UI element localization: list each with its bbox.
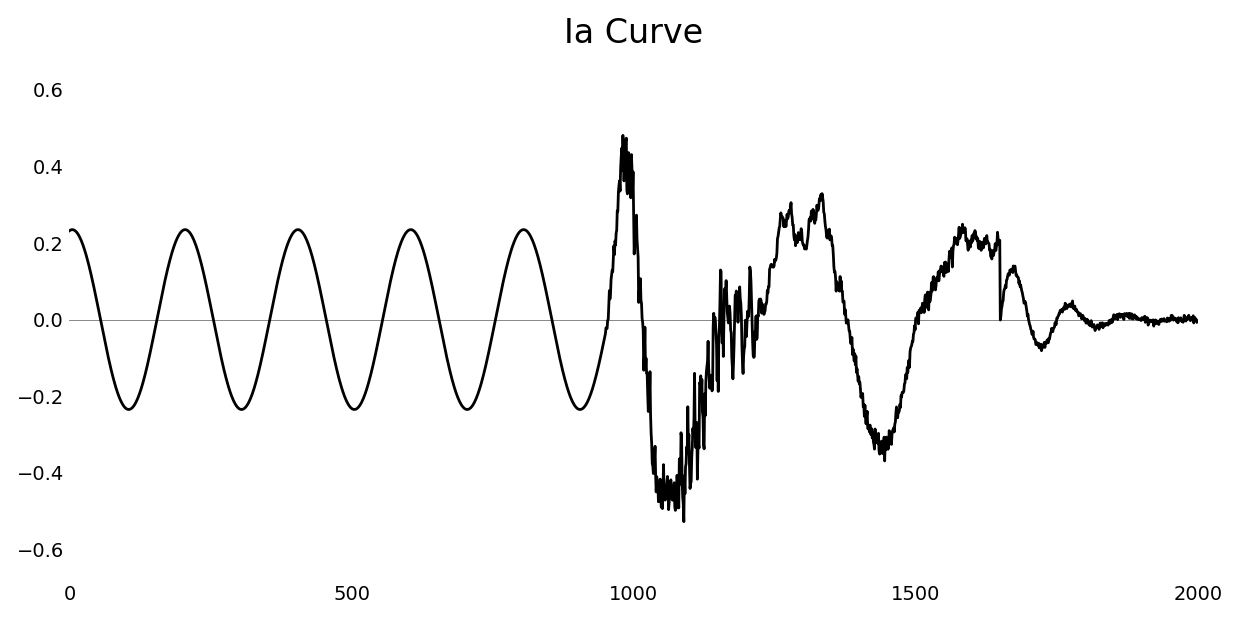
Title: Ia Curve: Ia Curve <box>564 17 704 50</box>
